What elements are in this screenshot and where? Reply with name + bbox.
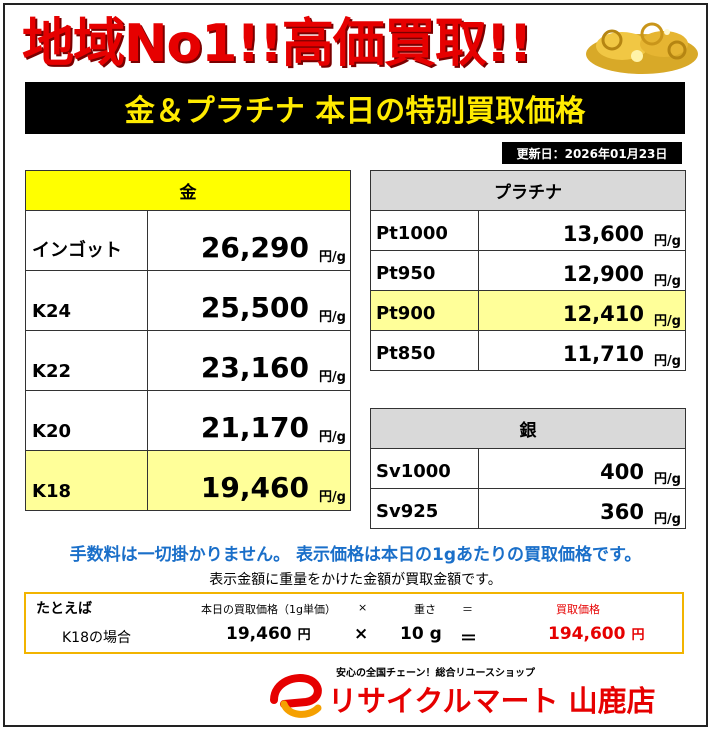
example-result: 194,600 円 [548,624,644,644]
example-times: × [354,624,369,644]
example-result-value: 194,600 [548,624,626,644]
gold-price: 26,290 [200,231,309,264]
headline: 地域No1!!高価買取!! [22,14,532,74]
table-row: Pt950 12,900 円/g [370,250,686,291]
gold-name: K20 [25,390,148,451]
table-row-highlighted: K18 19,460 円/g [25,450,351,511]
table-row: K24 25,500 円/g [25,270,351,331]
silver-table-title: 銀 [370,408,686,449]
unit-label: 円/g [653,314,681,329]
silver-price: 360 [600,500,644,524]
example-price-value: 19,460 [226,624,292,644]
fee-notice: 手数料は一切掛かりません。 表示価格は本日の1gあたりの買取価格です。 [69,545,642,565]
unit-label: 円/g [653,274,681,289]
platinum-name: Pt900 [370,290,479,331]
platinum-price: 11,710 [562,342,644,366]
table-row: Sv925 360 円/g [370,488,686,529]
store-name: リサイクルマート 山鹿店 [328,684,656,718]
gold-price-table: 金 インゴット 26,290 円/g K24 25,500 円/g K22 23,1… [25,170,351,511]
platinum-name: Pt950 [370,250,479,291]
updated-date: 更新日：2026年01月23日 [502,142,682,164]
platinum-price: 13,600 [562,222,644,246]
store-logo-icon [270,674,322,718]
platinum-name: Pt1000 [370,210,479,251]
gold-name: インゴット [25,210,148,271]
platinum-name: Pt850 [370,330,479,371]
gold-price: 25,500 [200,291,309,324]
example-weight: 10 g [400,624,442,644]
gold-name: K24 [25,270,148,331]
example-price-unit: 円 [297,628,311,643]
unit-label: 円/g [318,310,346,325]
table-row: インゴット 26,290 円/g [25,210,351,271]
unit-label: 円/g [653,354,681,369]
example-header-equals: ＝ [462,603,473,616]
unit-label: 円/g [653,512,681,527]
footer-tagline: 安心の全国チェーン！総合リユースショップ [336,668,535,679]
example-result-unit: 円 [631,628,645,643]
platinum-price: 12,410 [562,302,644,326]
table-row: K22 23,160 円/g [25,330,351,391]
example-header-weight: 重さ [414,603,436,616]
banner-text: 金＆プラチナ 本日の特別買取価格 [124,94,586,129]
gold-jewelry-image [586,22,698,74]
table-row: Pt1000 13,600 円/g [370,210,686,251]
table-row: Sv1000 400 円/g [370,448,686,489]
example-label: たとえば [36,601,92,617]
unit-label: 円/g [318,430,346,445]
silver-name: Sv1000 [370,448,479,489]
example-case: K18の場合 [62,630,131,646]
example-header-result: 買取価格 [556,603,600,616]
example-header-times: × [358,601,368,614]
platinum-price: 12,900 [562,262,644,286]
unit-label: 円/g [318,370,346,385]
platinum-price-table: プラチナ Pt1000 13,600 円/g Pt950 12,900 円/g Pt… [370,170,686,371]
gold-price: 23,160 [200,351,309,384]
silver-name: Sv925 [370,488,479,529]
gold-price: 19,460 [200,471,309,504]
silver-price-table: 銀 Sv1000 400 円/g Sv925 360 円/g [370,408,686,529]
page-frame [3,3,708,727]
example-box: たとえば 本日の買取価格（1g単価） × 重さ ＝ 買取価格 K18の場合 19… [24,592,684,654]
gold-price: 21,170 [200,411,309,444]
unit-label: 円/g [653,234,681,249]
table-row-highlighted: Pt900 12,410 円/g [370,290,686,331]
gold-name: K18 [25,450,148,511]
example-price: 19,460 円 [226,624,311,644]
gold-table-title: 金 [25,170,351,211]
title-banner: 金＆プラチナ 本日の特別買取価格 [25,82,685,134]
unit-label: 円/g [653,472,681,487]
gold-name: K22 [25,330,148,391]
silver-price: 400 [600,460,644,484]
platinum-table-title: プラチナ [370,170,686,211]
table-row: Pt850 11,710 円/g [370,330,686,371]
table-row: K20 21,170 円/g [25,390,351,451]
unit-label: 円/g [318,250,346,265]
price-note: 表示金額に重量をかけた金額が買取金額です。 [209,572,502,588]
example-equals: ＝ [460,629,477,649]
example-header-price: 本日の買取価格（1g単価） [201,603,336,616]
unit-label: 円/g [318,490,346,505]
